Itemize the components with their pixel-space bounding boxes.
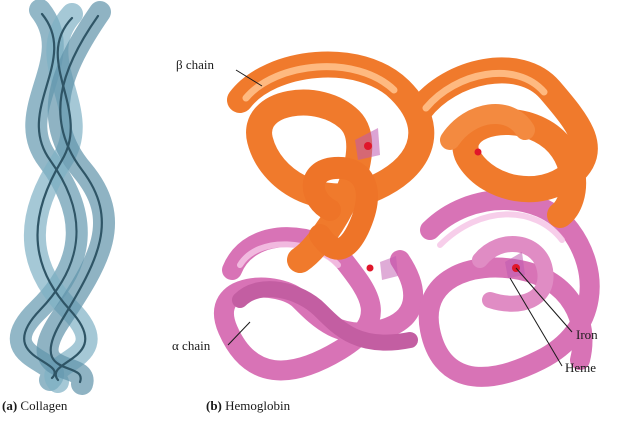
collagen-triple-helix: [21, 10, 104, 384]
iron-label: Iron: [576, 327, 598, 343]
alpha-chain-left-shade: [240, 289, 410, 343]
caption-hemoglobin-key: (b): [206, 398, 222, 413]
iron-atom: [364, 142, 372, 150]
heme-label: Heme: [565, 360, 596, 376]
alpha-chain-subunits: [224, 200, 590, 377]
iron-atom: [475, 149, 482, 156]
heme-group: [380, 256, 398, 280]
caption-hemoglobin-text: Hemoglobin: [225, 398, 290, 413]
caption-collagen-key: (a): [2, 398, 17, 413]
beta-chain-label: β chain: [176, 57, 214, 73]
caption-collagen: (a) Collagen: [2, 398, 67, 414]
caption-hemoglobin: (b) Hemoglobin: [206, 398, 290, 414]
alpha-chain-label: α chain: [172, 338, 210, 354]
iron-atom: [367, 265, 374, 272]
caption-collagen-text: Collagen: [20, 398, 67, 413]
